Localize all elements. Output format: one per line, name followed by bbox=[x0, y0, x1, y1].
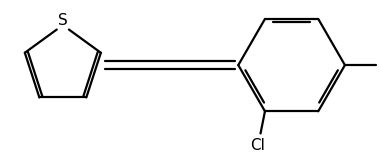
Text: S: S bbox=[58, 13, 68, 28]
Text: Cl: Cl bbox=[250, 138, 264, 153]
